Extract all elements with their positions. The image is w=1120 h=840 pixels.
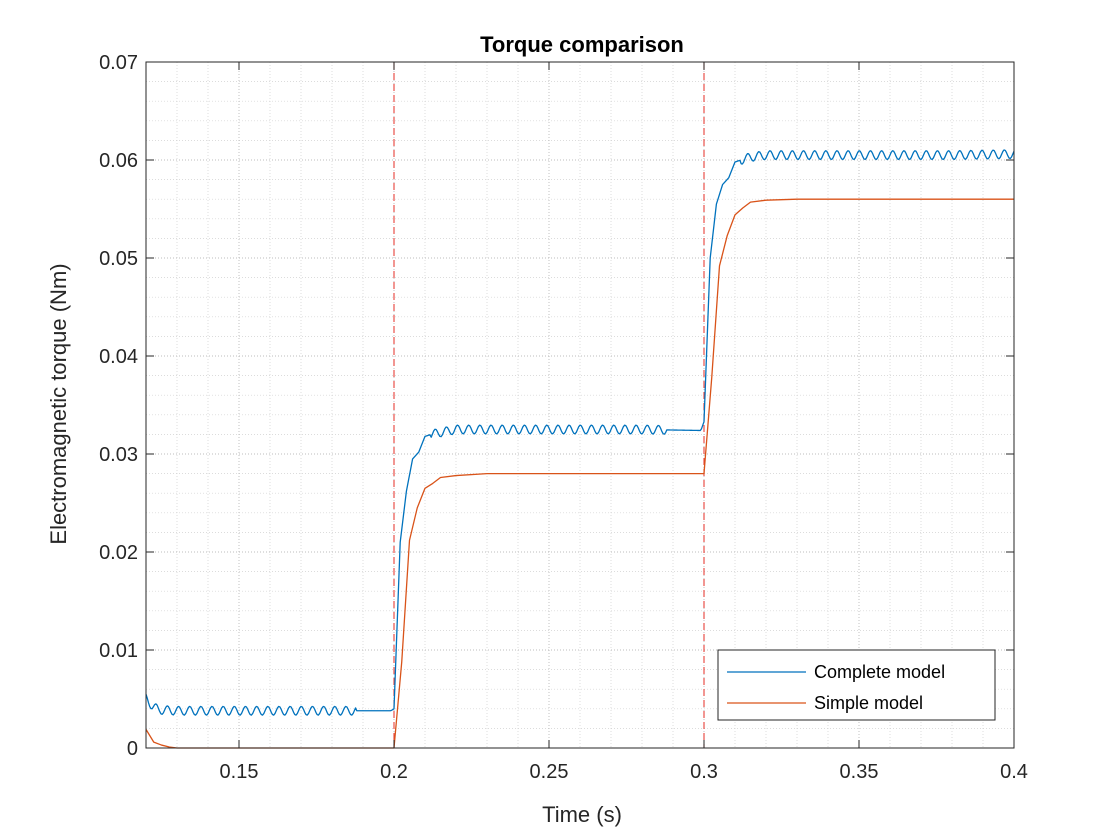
y-tick-label: 0.02 xyxy=(99,542,138,564)
series-line-complete-model xyxy=(145,149,1015,716)
y-tick-label: 0.07 xyxy=(99,52,138,74)
x-tick-label: 0.2 xyxy=(380,761,408,783)
x-axis-label: Time (s) xyxy=(542,802,622,827)
y-tick-label: 0.05 xyxy=(99,248,138,270)
y-axis-label: Electromagnetic torque (Nm) xyxy=(46,263,71,544)
y-tick-label: 0.04 xyxy=(99,346,138,368)
legend: Complete model Simple model xyxy=(717,649,996,721)
x-tick-labels: 0.15 0.2 0.25 0.3 0.35 0.4 xyxy=(220,761,1028,783)
axis-ticks xyxy=(146,61,1015,749)
y-tick-labels: 0 0.01 0.02 0.03 0.04 0.05 0.06 0.07 xyxy=(99,52,138,760)
chart-title: Torque comparison xyxy=(480,32,684,57)
x-tick-label: 0.15 xyxy=(220,761,259,783)
legend-label-simple-model: Simple model xyxy=(814,693,923,713)
x-tick-label: 0.3 xyxy=(690,761,718,783)
legend-label-complete-model: Complete model xyxy=(814,662,945,682)
legend-box xyxy=(717,649,996,721)
x-tick-label: 0.4 xyxy=(1000,761,1028,783)
x-tick-label: 0.25 xyxy=(530,761,569,783)
y-tick-label: 0 xyxy=(127,738,138,760)
y-tick-label: 0.01 xyxy=(99,640,138,662)
plot-frame xyxy=(145,61,1015,749)
x-tick-label: 0.35 xyxy=(840,761,879,783)
y-tick-label: 0.06 xyxy=(99,150,138,172)
y-tick-label: 0.03 xyxy=(99,444,138,466)
